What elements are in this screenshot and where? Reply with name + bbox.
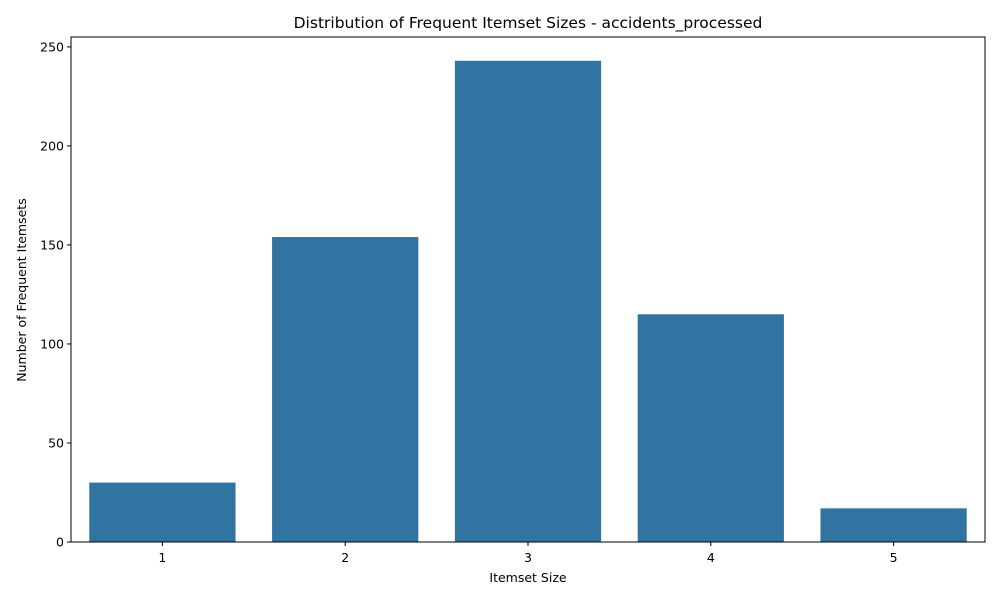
x-tick-label: 2: [341, 550, 349, 565]
x-tick-label: 1: [158, 550, 166, 565]
y-axis-ticks: 0 50 100 150 200 250: [40, 39, 71, 550]
x-tick-label: 4: [707, 550, 715, 565]
bar-5: [820, 508, 967, 542]
x-tick-label: 3: [524, 550, 532, 565]
x-axis-ticks: 1 2 3 4 5: [158, 542, 898, 565]
bar-4: [637, 314, 784, 542]
chart-title: Distribution of Frequent Itemset Sizes -…: [294, 14, 763, 33]
bar-3: [454, 60, 602, 542]
y-tick-label: 250: [40, 39, 64, 54]
bar-1: [89, 482, 236, 542]
y-tick-label: 0: [56, 535, 64, 550]
bars-layer: [89, 60, 967, 543]
x-axis-label: Itemset Size: [489, 570, 567, 585]
y-axis-label: Number of Frequent Itemsets: [14, 198, 29, 381]
y-tick-label: 50: [48, 435, 64, 450]
plot-frame: [70, 36, 986, 543]
y-tick-label: 200: [40, 138, 64, 153]
x-tick-label: 5: [890, 550, 898, 565]
y-tick-label: 150: [40, 237, 64, 252]
y-tick-label: 100: [40, 336, 64, 351]
bar-2: [272, 237, 419, 543]
